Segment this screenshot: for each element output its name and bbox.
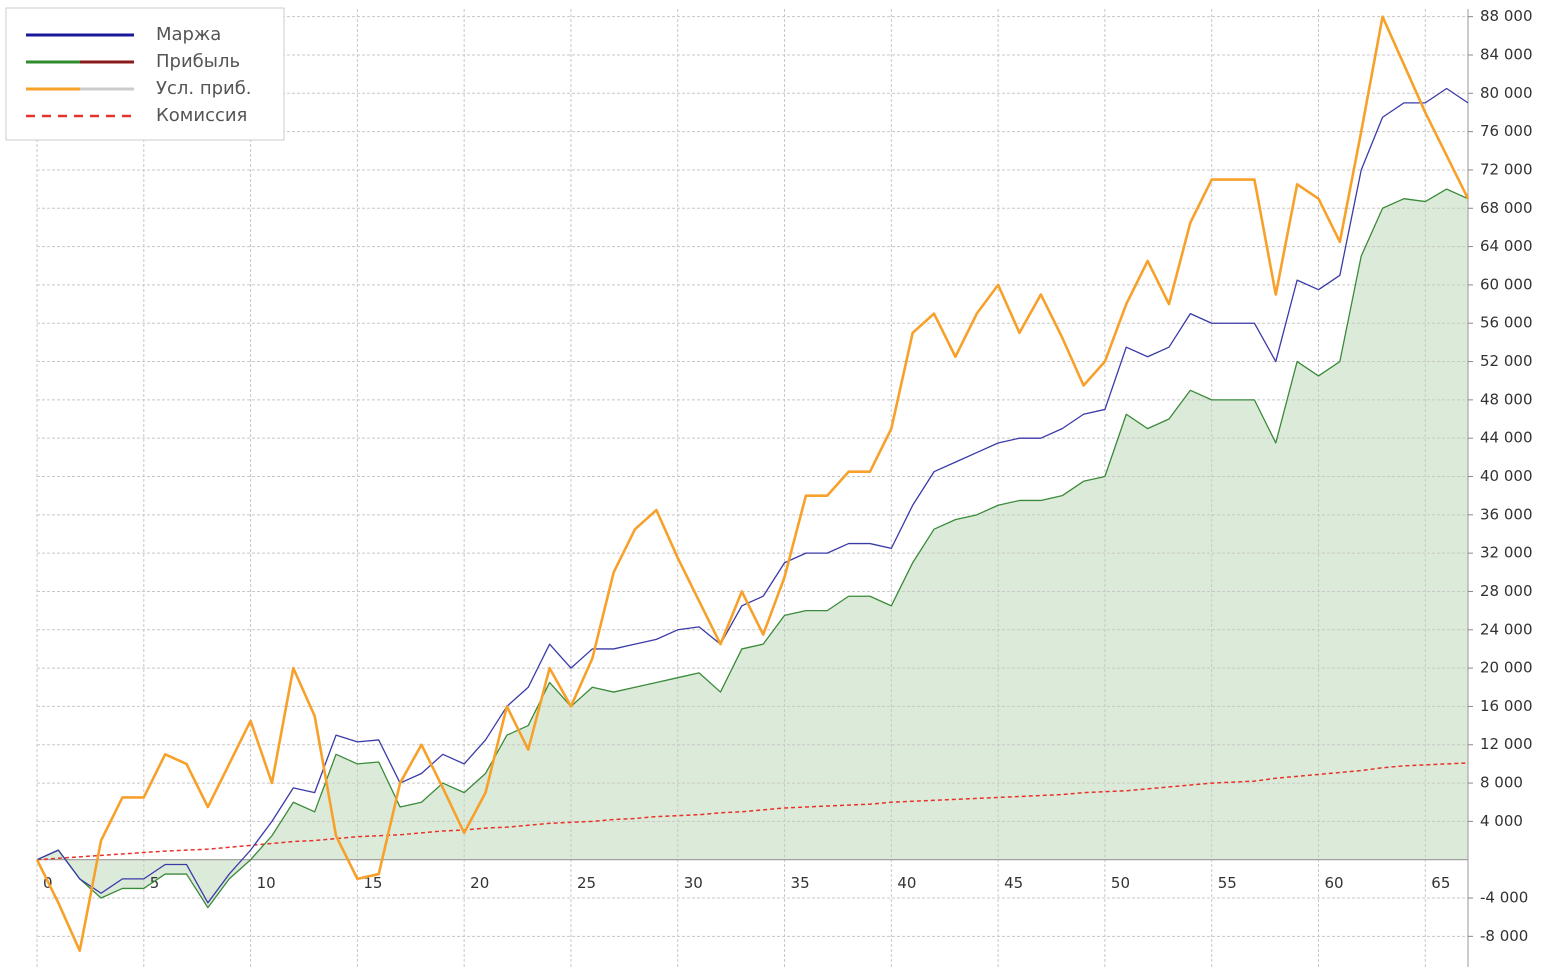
legend-label: Маржа — [156, 24, 221, 45]
y-tick-label: 36 000 — [1480, 505, 1533, 523]
y-tick-label: 4 000 — [1480, 812, 1523, 830]
x-tick-label: 35 — [791, 874, 810, 892]
series-line — [36, 87, 1469, 904]
legend: Маржа Прибыль Усл. приб. Комиссия — [5, 7, 285, 141]
y-tick-label: 48 000 — [1480, 390, 1533, 408]
y-tick-label: 72 000 — [1480, 160, 1533, 178]
y-tick-label: -8 000 — [1480, 927, 1528, 945]
y-tick-label: 68 000 — [1480, 199, 1533, 217]
y-tick-label: 76 000 — [1480, 122, 1533, 140]
x-tick-label: 10 — [257, 874, 276, 892]
x-tick-label: 5 — [150, 874, 160, 892]
y-tick-label: 44 000 — [1480, 429, 1533, 447]
y-tick-label: 88 000 — [1480, 7, 1533, 25]
y-tick-label: 32 000 — [1480, 544, 1533, 562]
series-line — [36, 188, 1469, 909]
x-tick-label: 60 — [1324, 874, 1343, 892]
x-tick-label: 15 — [363, 874, 382, 892]
x-tick-label: 50 — [1111, 874, 1130, 892]
x-tick-label: 55 — [1218, 874, 1237, 892]
x-tick-label: 20 — [470, 874, 489, 892]
area-fill — [37, 189, 1468, 908]
y-tick-label: -4 000 — [1480, 889, 1528, 907]
y-tick-label: 24 000 — [1480, 620, 1533, 638]
y-tick-label: 20 000 — [1480, 659, 1533, 677]
y-tick-label: 60 000 — [1480, 275, 1533, 293]
y-tick-label: 16 000 — [1480, 697, 1533, 715]
series-line — [35, 15, 1470, 953]
y-tick-label: 40 000 — [1480, 467, 1533, 485]
legend-label: Комиссия — [156, 105, 247, 126]
x-tick-label: 25 — [577, 874, 596, 892]
y-tick-label: 12 000 — [1480, 735, 1533, 753]
y-tick-label: 8 000 — [1480, 774, 1523, 792]
y-tick-label: 80 000 — [1480, 84, 1533, 102]
legend-box — [5, 7, 285, 141]
y-tick-label: 56 000 — [1480, 314, 1533, 332]
x-tick-label: 40 — [897, 874, 916, 892]
x-tick-label: 65 — [1431, 874, 1450, 892]
y-tick-label: 64 000 — [1480, 237, 1533, 255]
series-line — [36, 762, 1469, 861]
y-tick-label: 28 000 — [1480, 582, 1533, 600]
y-tick-label: 84 000 — [1480, 45, 1533, 63]
legend-label: Прибыль — [156, 51, 240, 72]
x-tick-label: 30 — [684, 874, 703, 892]
y-tick-label: 52 000 — [1480, 352, 1533, 370]
legend-label: Усл. приб. — [156, 78, 252, 99]
x-tick-label: 45 — [1004, 874, 1023, 892]
